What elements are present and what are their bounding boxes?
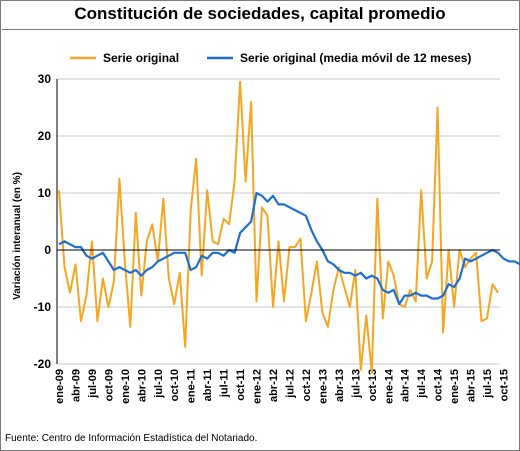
x-tick-label: oct-09 [103, 369, 115, 401]
x-tick-label: oct-11 [235, 369, 247, 401]
chart-title: Constitución de sociedades, capital prom… [74, 4, 446, 23]
x-tick-label: ene-10 [120, 369, 132, 404]
x-tick-label: abr-10 [136, 369, 148, 402]
x-tick-label: ene-09 [54, 369, 66, 404]
series-line-moving-average [58, 191, 520, 306]
x-tick-label: oct-15 [499, 369, 511, 401]
legend: Serie original Serie original (media móv… [70, 51, 471, 65]
legend-label-blue: Serie original (media móvil de 12 meses) [240, 51, 471, 65]
x-tick-label: oct-13 [367, 369, 379, 401]
x-tick-label: abr-09 [71, 369, 83, 402]
x-tick-label: oct-12 [301, 369, 313, 401]
x-tick-label: ene-14 [383, 368, 395, 404]
x-tick-labels: ene-09 abr-09 jul-09 oct-09 ene-10 abr-10 jul-… [54, 368, 511, 404]
y-tick-label: 30 [38, 72, 52, 86]
y-tick-label: -10 [34, 300, 52, 314]
x-tick-label: ene-11 [186, 369, 198, 403]
series-lines [58, 80, 520, 374]
x-tick-label: jul-13 [350, 369, 362, 399]
series-line-original [58, 80, 499, 374]
y-tick-label: -20 [34, 357, 52, 371]
source-note: Fuente: Centro de Información Estadístic… [5, 433, 258, 444]
x-tick-label: oct-10 [169, 369, 181, 401]
legend-label-orange: Serie original [103, 51, 179, 65]
y-tick-label: 20 [38, 129, 52, 143]
x-tick-label: jul-10 [153, 369, 165, 399]
x-tick-label: jul-09 [87, 369, 99, 399]
x-tick-label: ene-13 [317, 369, 329, 404]
x-tick-label: jul-14 [416, 368, 428, 399]
x-tick-label: ene-12 [252, 369, 264, 404]
x-tick-label: abr-15 [466, 369, 478, 402]
y-tick-label: 10 [38, 186, 52, 200]
y-tick-labels: 30 20 10 0 -10 -20 [34, 72, 52, 371]
x-tick-label: abr-14 [400, 368, 412, 402]
x-tick-label: abr-13 [334, 369, 346, 402]
x-tick-label: ene-15 [449, 369, 461, 404]
y-axis-label: Variación interanual (en %) [12, 172, 23, 300]
x-tick-label: jul-11 [219, 369, 231, 398]
title-divider [2, 29, 518, 30]
x-tick-label: oct-14 [433, 368, 445, 401]
x-tick-label: abr-12 [268, 369, 280, 402]
x-tick-label: jul-15 [482, 369, 494, 399]
x-tick-label: abr-11 [202, 369, 214, 401]
y-tick-label: 0 [44, 243, 51, 257]
x-tick-label: jul-12 [285, 369, 297, 399]
